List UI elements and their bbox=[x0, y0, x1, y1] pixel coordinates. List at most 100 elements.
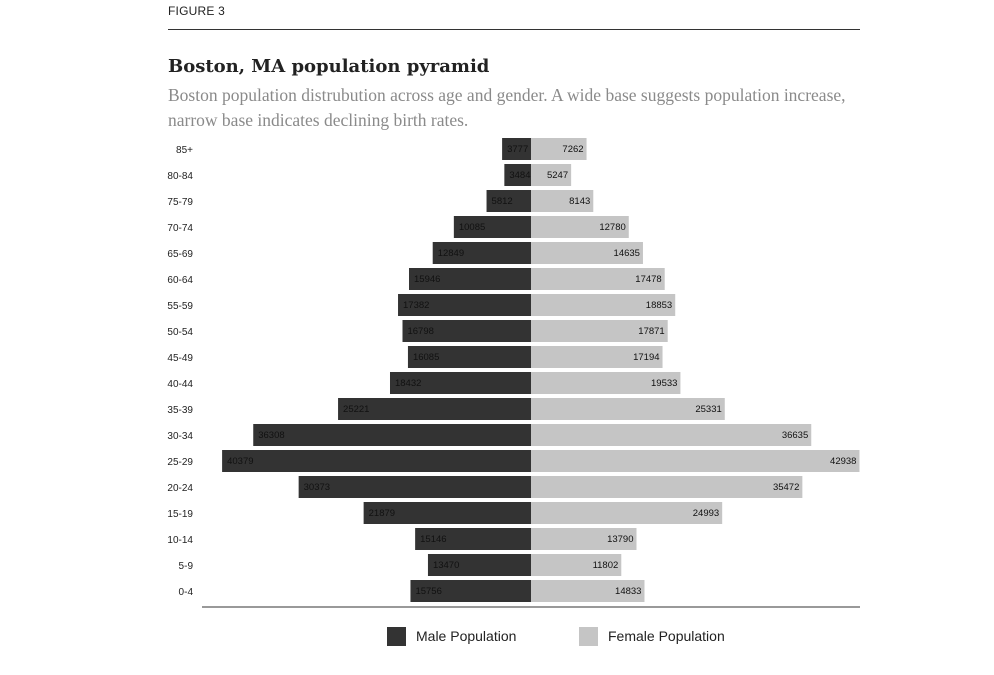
female-value-label: 18853 bbox=[646, 300, 672, 311]
female-bar bbox=[531, 320, 668, 342]
male-bar bbox=[253, 424, 531, 446]
male-value-label: 16798 bbox=[407, 326, 433, 337]
female-value-label: 35472 bbox=[773, 482, 799, 493]
age-group-label: 70-74 bbox=[167, 223, 193, 234]
female-bar bbox=[531, 502, 723, 524]
female-value-label: 13790 bbox=[607, 534, 633, 545]
male-bar bbox=[427, 554, 531, 576]
legend-item-female: Female Population bbox=[579, 626, 725, 646]
top-divider bbox=[168, 29, 860, 30]
age-group-label: 85+ bbox=[176, 145, 193, 156]
legend-item-male: Male Population bbox=[387, 626, 516, 646]
female-value-label: 12780 bbox=[599, 222, 625, 233]
female-value-label: 8143 bbox=[569, 196, 590, 207]
female-value-label: 24993 bbox=[693, 508, 719, 519]
age-group-label: 75-79 bbox=[167, 197, 193, 208]
female-value-label: 25331 bbox=[695, 404, 721, 415]
male-value-label: 15146 bbox=[420, 534, 446, 545]
age-group-label: 35-39 bbox=[167, 405, 193, 416]
female-bar bbox=[531, 372, 681, 394]
age-group-label: 15-19 bbox=[167, 509, 193, 520]
female-bar bbox=[531, 476, 803, 498]
male-bar bbox=[432, 242, 531, 264]
figure-label: FIGURE 3 bbox=[168, 4, 225, 18]
age-group-label: 25-29 bbox=[167, 457, 193, 468]
male-bar bbox=[298, 476, 531, 498]
male-value-label: 40379 bbox=[227, 456, 253, 467]
female-bar bbox=[531, 346, 663, 368]
male-bar bbox=[486, 190, 531, 212]
male-bar bbox=[389, 372, 531, 394]
male-value-label: 12849 bbox=[438, 248, 464, 259]
legend-swatch-male bbox=[387, 626, 406, 646]
age-group-label: 30-34 bbox=[167, 431, 193, 442]
chart-subtitle: Boston population distrubution across ag… bbox=[168, 85, 846, 130]
male-bar bbox=[453, 216, 531, 238]
age-group-label: 45-49 bbox=[167, 353, 193, 364]
age-group-label: 40-44 bbox=[167, 379, 193, 390]
female-bar bbox=[531, 190, 594, 212]
male-bar bbox=[502, 138, 531, 160]
male-bar bbox=[415, 528, 531, 550]
legend-swatch-female bbox=[579, 626, 598, 646]
male-value-label: 5812 bbox=[492, 196, 513, 207]
male-value-label: 25221 bbox=[343, 404, 369, 415]
female-bar bbox=[531, 424, 812, 446]
legend-label-male: Male Population bbox=[416, 628, 517, 644]
female-value-label: 42938 bbox=[830, 456, 856, 467]
male-bar bbox=[409, 268, 531, 290]
age-group-label: 65-69 bbox=[167, 249, 193, 260]
female-value-label: 17478 bbox=[635, 274, 661, 285]
male-value-label: 10085 bbox=[459, 222, 485, 233]
age-group-label: 20-24 bbox=[167, 483, 193, 494]
age-group-label: 55-59 bbox=[167, 301, 193, 312]
male-bar bbox=[410, 580, 531, 602]
male-value-label: 17382 bbox=[403, 300, 429, 311]
male-value-label: 21879 bbox=[369, 508, 395, 519]
female-bar bbox=[531, 580, 645, 602]
age-group-label: 80-84 bbox=[167, 171, 193, 182]
female-bar bbox=[531, 450, 860, 472]
male-bar bbox=[338, 398, 531, 420]
male-bar bbox=[363, 502, 531, 524]
male-value-label: 3777 bbox=[507, 144, 528, 155]
age-group-label: 60-64 bbox=[167, 275, 193, 286]
female-bar bbox=[531, 164, 572, 186]
chart-title: Boston, MA population pyramid bbox=[168, 56, 490, 77]
age-group-label: 0-4 bbox=[179, 587, 194, 598]
male-value-label: 30373 bbox=[304, 482, 330, 493]
female-value-label: 5247 bbox=[547, 170, 568, 181]
population-pyramid-chart: 85+ 3777 7262 80-84 3484 5247 75-79 5812 8143 70-… bbox=[167, 138, 860, 608]
male-value-label: 18432 bbox=[395, 378, 421, 389]
female-bar bbox=[531, 294, 676, 316]
age-group-label: 50-54 bbox=[167, 327, 193, 338]
male-value-label: 36308 bbox=[258, 430, 284, 441]
female-bar bbox=[531, 216, 629, 238]
female-bar bbox=[531, 528, 637, 550]
female-bar bbox=[531, 138, 587, 160]
male-value-label: 15756 bbox=[415, 586, 441, 597]
female-value-label: 36635 bbox=[782, 430, 808, 441]
male-bar bbox=[402, 320, 531, 342]
female-bar bbox=[531, 398, 725, 420]
male-value-label: 15946 bbox=[414, 274, 440, 285]
male-bar bbox=[398, 294, 531, 316]
chart-legend: Male Population Female Population bbox=[0, 626, 994, 648]
female-bar bbox=[531, 268, 665, 290]
male-value-label: 16085 bbox=[413, 352, 439, 363]
age-group-label: 5-9 bbox=[179, 561, 194, 572]
male-value-label: 13470 bbox=[433, 560, 459, 571]
female-value-label: 7262 bbox=[562, 144, 583, 155]
male-bar bbox=[504, 164, 531, 186]
age-group-label: 10-14 bbox=[167, 535, 193, 546]
female-value-label: 17871 bbox=[638, 326, 664, 337]
female-bar bbox=[531, 554, 622, 576]
female-value-label: 14833 bbox=[615, 586, 641, 597]
male-bar bbox=[407, 346, 531, 368]
female-value-label: 14635 bbox=[614, 248, 640, 259]
legend-label-female: Female Population bbox=[608, 628, 725, 644]
female-value-label: 19533 bbox=[651, 378, 677, 389]
male-bar bbox=[222, 450, 531, 472]
female-bar bbox=[531, 242, 643, 264]
female-value-label: 17194 bbox=[633, 352, 659, 363]
